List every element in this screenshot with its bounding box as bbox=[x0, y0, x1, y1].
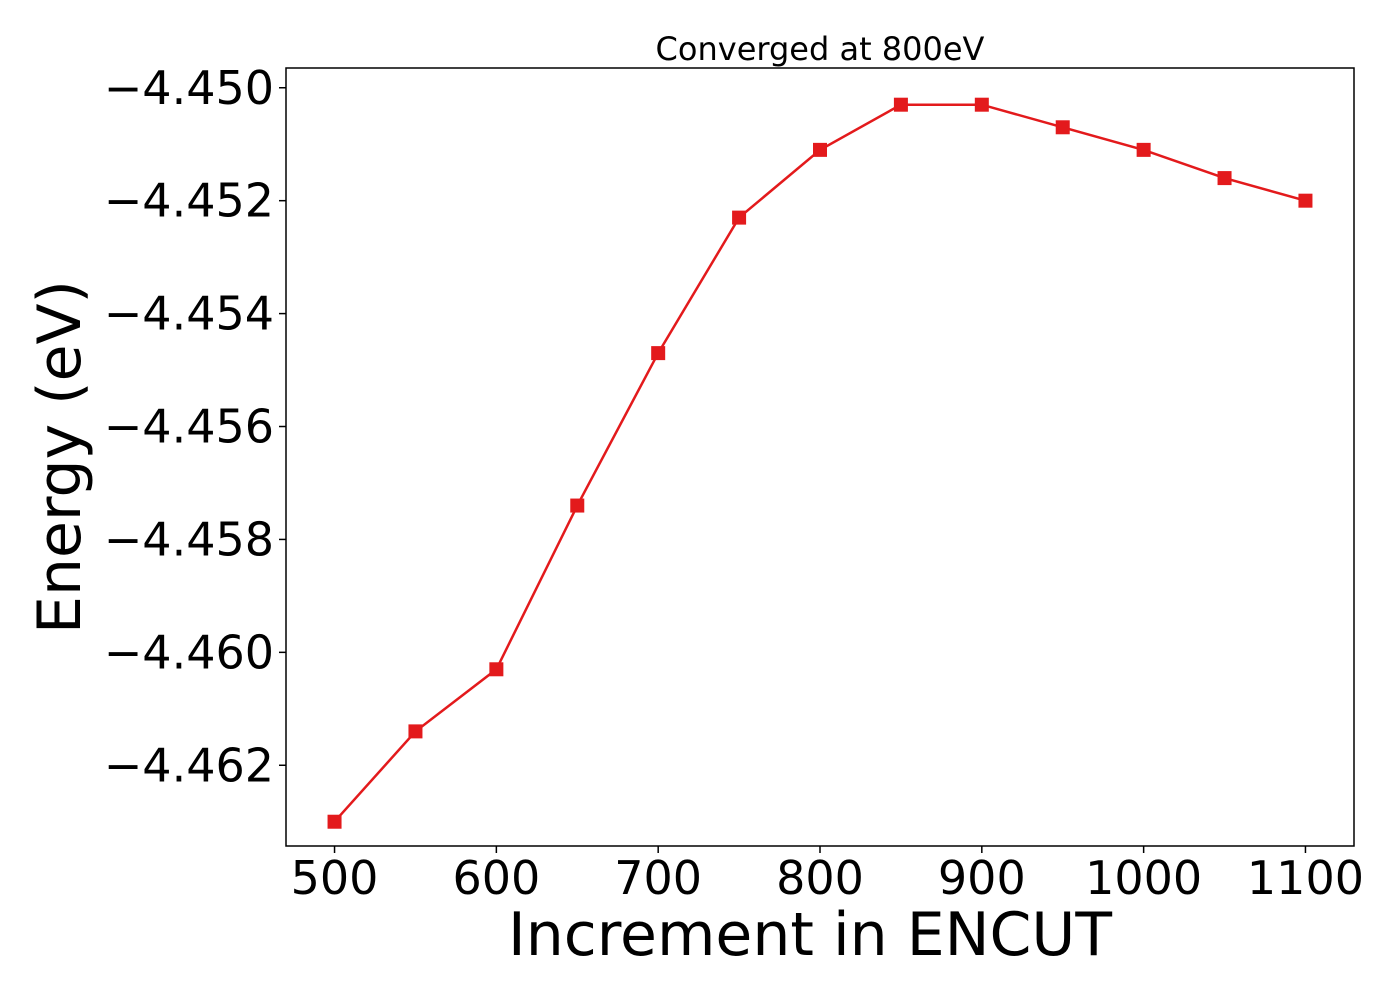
y-tick-label: −4.462 bbox=[104, 738, 274, 792]
series-layer bbox=[327, 97, 1313, 829]
data-point-marker bbox=[1298, 193, 1313, 208]
y-tick-label: −4.452 bbox=[104, 174, 274, 228]
y-tick-label: −4.458 bbox=[104, 512, 274, 566]
data-point-marker bbox=[732, 210, 747, 225]
x-tick-label: 1100 bbox=[1247, 851, 1364, 905]
x-tick-label: 600 bbox=[452, 851, 540, 905]
data-point-marker bbox=[1217, 171, 1232, 186]
data-point-marker bbox=[651, 346, 666, 361]
data-point-marker bbox=[974, 97, 989, 112]
data-point-marker bbox=[489, 662, 504, 677]
y-tick-label: −4.454 bbox=[104, 287, 274, 341]
x-tick-label: 1000 bbox=[1085, 851, 1202, 905]
chart-title: Converged at 800eV bbox=[656, 30, 985, 68]
x-tick-label: 900 bbox=[938, 851, 1026, 905]
data-point-marker bbox=[1055, 120, 1070, 135]
data-point-marker bbox=[1136, 142, 1151, 157]
plot-frame bbox=[285, 67, 1355, 847]
y-axis-label: Energy (eV) bbox=[25, 280, 95, 634]
data-point-marker bbox=[893, 97, 908, 112]
x-tick-label: 500 bbox=[291, 851, 379, 905]
x-axis-ticks: 500 600 700 800 900 1000 1100 bbox=[291, 846, 1364, 905]
x-tick-label: 800 bbox=[776, 851, 864, 905]
data-point-marker bbox=[570, 498, 585, 513]
y-tick-label: −4.460 bbox=[104, 625, 274, 679]
x-axis-label: Increment in ENCUT bbox=[508, 900, 1112, 970]
x-tick-label: 700 bbox=[614, 851, 702, 905]
data-point-marker bbox=[327, 814, 342, 829]
y-tick-label: −4.456 bbox=[104, 400, 274, 454]
y-axis-ticks: −4.450 −4.452 −4.454 −4.456 −4.458 −4.460 −4.4… bbox=[104, 61, 286, 792]
data-point-marker bbox=[408, 724, 423, 739]
y-tick-label: −4.450 bbox=[104, 61, 274, 115]
data-point-marker bbox=[813, 142, 827, 157]
